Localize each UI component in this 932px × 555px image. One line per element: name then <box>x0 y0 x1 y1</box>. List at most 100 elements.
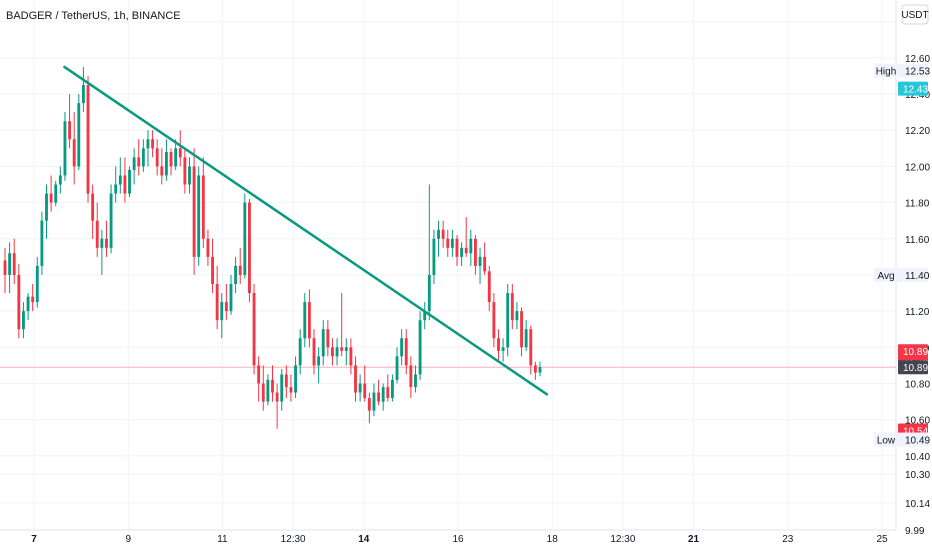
price-badge-value: 12.43 <box>903 85 928 96</box>
price-badge-value: 10.54 <box>903 427 928 438</box>
candle-body <box>248 202 251 294</box>
candle-body <box>105 238 108 248</box>
candle <box>497 329 500 362</box>
candle-body <box>280 374 284 402</box>
trendline[interactable] <box>63 65 549 396</box>
candle <box>128 166 131 198</box>
candle-body <box>243 202 247 275</box>
candle-body <box>497 338 500 351</box>
candle-body <box>303 302 307 339</box>
candle <box>123 157 127 203</box>
candle <box>404 329 408 375</box>
candle-body <box>45 193 48 221</box>
candle-body <box>446 238 450 248</box>
candle-body <box>197 175 201 257</box>
candle <box>354 356 357 402</box>
candle <box>8 242 12 294</box>
candle-body <box>22 311 25 330</box>
candle <box>321 320 325 366</box>
candle-body <box>8 253 12 275</box>
candle <box>63 112 67 181</box>
candle <box>91 184 95 239</box>
candle-body <box>520 311 523 348</box>
time-tick-label: 18 <box>547 534 559 545</box>
candle <box>49 175 53 212</box>
candle <box>174 139 178 171</box>
price-label-value: 12.53 <box>905 67 930 78</box>
price-tick-label: 11.60 <box>905 235 930 246</box>
candle-body <box>234 265 238 284</box>
candle <box>381 383 385 411</box>
candle-body <box>35 265 39 303</box>
candle-body <box>515 311 519 321</box>
candle-body <box>349 347 353 366</box>
candle <box>390 374 394 402</box>
candle <box>40 211 44 275</box>
candle-body <box>160 166 164 176</box>
candle <box>533 361 537 380</box>
price-tick-label: 11.20 <box>905 307 930 318</box>
price-label-tag <box>874 63 898 78</box>
candle-body <box>77 103 81 167</box>
price-label-box <box>898 267 928 282</box>
candle <box>261 365 265 411</box>
candle-body <box>483 256 487 272</box>
price-label-avg: Avg 11.40 <box>874 267 930 282</box>
candle <box>492 293 496 348</box>
price-label-high: High 12.53 <box>874 63 930 78</box>
candle-body <box>128 170 131 194</box>
time-axis[interactable]: 7 9 11 12:30 14 16 18 12:30 21 23 25 <box>0 529 896 545</box>
candle <box>520 307 523 357</box>
candle-body <box>31 296 35 303</box>
candle <box>335 338 339 366</box>
candle-body <box>284 374 288 388</box>
candle <box>483 242 487 275</box>
candle <box>367 392 371 424</box>
candle-body <box>3 260 7 275</box>
candle-body <box>40 220 44 266</box>
candle-body <box>294 365 297 393</box>
candle-body <box>169 151 173 167</box>
candle-body <box>529 329 533 366</box>
candle-body <box>224 302 228 312</box>
candle <box>95 202 99 257</box>
candle <box>141 139 145 172</box>
candle <box>17 264 21 339</box>
price-label-name: Low <box>877 436 896 447</box>
candle-body <box>151 139 155 149</box>
currency-button-frame[interactable] <box>901 4 929 25</box>
candle <box>271 365 274 402</box>
candle-body <box>358 383 362 393</box>
candle <box>58 166 62 194</box>
candle <box>386 374 390 402</box>
price-label-value: 10.49 <box>905 436 930 447</box>
time-tick-label: 11 <box>217 534 228 545</box>
candle-body <box>275 392 279 402</box>
candle-body <box>206 238 210 257</box>
candle-body <box>460 247 464 257</box>
currency-button[interactable]: USDT <box>901 4 929 25</box>
price-label-box <box>898 63 928 78</box>
candle-body <box>533 365 537 373</box>
candle <box>3 247 7 294</box>
currency-button-label[interactable]: USDT <box>901 10 928 21</box>
candle <box>206 229 210 266</box>
candle-body <box>423 311 427 321</box>
candle <box>105 220 108 257</box>
candle-body <box>109 193 113 248</box>
candle <box>109 184 113 254</box>
candle-body <box>317 356 321 366</box>
candle-body <box>188 166 191 185</box>
candle-body <box>510 293 514 321</box>
candle <box>294 356 297 398</box>
candle-body <box>335 347 339 357</box>
candle-body <box>501 347 505 351</box>
candle-body <box>340 347 344 351</box>
candle-body <box>372 392 376 411</box>
price-tick-label: 10.80 <box>905 379 930 390</box>
candle <box>450 229 454 257</box>
price-axis[interactable]: 12.6012.4012.2012.0011.8011.6011.4011.20… <box>874 0 930 537</box>
candle <box>257 356 261 402</box>
